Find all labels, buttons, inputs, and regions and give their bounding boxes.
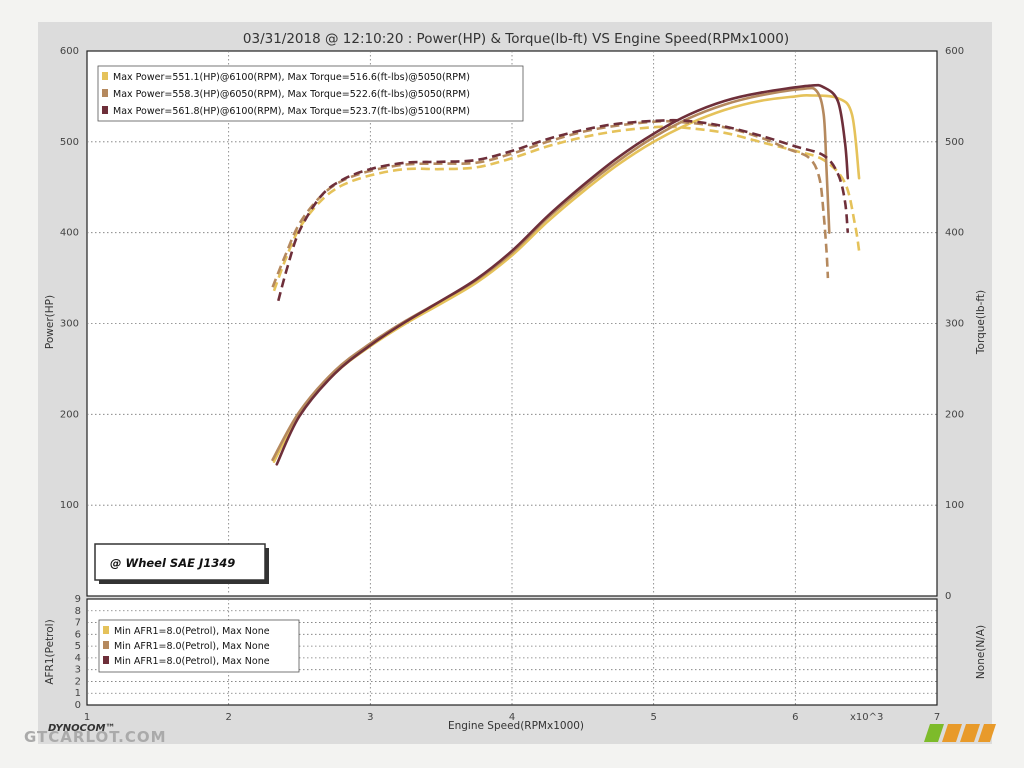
x-tick-label: 3 — [367, 712, 373, 723]
main-y-ticks-right: 0 100 200 300 400 500 600 — [945, 46, 964, 602]
main-legend: Max Power=551.1(HP)@6100(RPM), Max Torqu… — [97, 65, 524, 122]
y-tick-label-left: 500 — [60, 137, 79, 148]
afr-y-tick-label: 6 — [75, 629, 81, 640]
y-tick-label-right: 600 — [945, 46, 964, 57]
afr-grid — [87, 599, 937, 705]
legend-swatch-3 — [102, 106, 108, 114]
torque-line-series-3 — [277, 118, 850, 302]
site-logo-icon — [924, 724, 996, 742]
y-tick-label-right: 0 — [945, 591, 951, 602]
stamp-text: @ Wheel SAE J1349 — [110, 556, 235, 570]
x-tick-label: 1 — [84, 712, 90, 723]
x-tick-label: 5 — [650, 712, 656, 723]
afr-y-tick-label: 7 — [75, 618, 81, 629]
chart-title: 03/31/2018 @ 12:10:20 : Power(HP) & Torq… — [243, 31, 789, 47]
y-tick-label-left: 400 — [60, 228, 79, 239]
y-tick-label-left: 600 — [60, 46, 79, 57]
dynocom-brand: DYNOCOM™ — [48, 723, 115, 734]
y-tick-label-right: 400 — [945, 228, 964, 239]
dyno-chart: 03/31/2018 @ 12:10:20 : Power(HP) & Torq… — [44, 31, 987, 734]
afr-y-tick-label: 8 — [75, 606, 81, 617]
y-tick-label-right: 500 — [945, 137, 964, 148]
afr-y-tick-label: 2 — [75, 676, 81, 687]
afr-legend-entry-2: Min AFR1=8.0(Petrol), Max None — [114, 641, 270, 652]
afr-legend-entry-1: Min AFR1=8.0(Petrol), Max None — [114, 626, 270, 637]
x-axis-ticks: 1 2 3 4 5 6 7 — [84, 712, 940, 723]
y-axis-label-left: Power(HP) — [44, 295, 56, 349]
x-tick-label: 2 — [225, 712, 231, 723]
main-grid — [87, 51, 937, 596]
dyno-sheet: 03/31/2018 @ 12:10:20 : Power(HP) & Torq… — [38, 22, 992, 744]
y-tick-label-left: 100 — [60, 500, 79, 511]
x-axis-label: Engine Speed(RPMx1000) — [448, 720, 584, 732]
afr-legend-swatch-2 — [103, 641, 109, 649]
legend-entry-2: Max Power=558.3(HP)@6050(RPM), Max Torqu… — [113, 89, 470, 100]
sae-stamp: @ Wheel SAE J1349 — [94, 543, 269, 584]
y-axis-label-right: Torque(lb-ft) — [975, 290, 987, 355]
torque-line-series-1 — [272, 125, 861, 292]
afr-y-tick-label: 9 — [75, 594, 81, 605]
main-y-ticks-left: 100 200 300 400 500 600 — [60, 46, 79, 511]
x-tick-label: 6 — [792, 712, 798, 723]
afr-y-tick-label: 3 — [75, 665, 81, 676]
afr-legend: Min AFR1=8.0(Petrol), Max None Min AFR1=… — [98, 619, 300, 673]
afr-legend-swatch-3 — [103, 656, 109, 664]
afr-y-axis-label-left: AFR1(Petrol) — [44, 619, 56, 684]
afr-y-tick-label: 1 — [75, 688, 81, 699]
y-tick-label-left: 200 — [60, 409, 79, 420]
main-series — [271, 83, 861, 466]
x-multiplier-label: x10^3 — [850, 712, 883, 723]
y-tick-label-right: 200 — [945, 409, 964, 420]
legend-swatch-2 — [102, 89, 108, 97]
y-tick-label-left: 300 — [60, 319, 79, 330]
power-line-series-2 — [271, 86, 831, 462]
y-tick-label-right: 100 — [945, 500, 964, 511]
legend-entry-3: Max Power=561.8(HP)@6100(RPM), Max Torqu… — [113, 106, 470, 117]
afr-y-tick-label: 5 — [75, 641, 81, 652]
afr-y-tick-label: 0 — [75, 700, 81, 711]
x-tick-label: 4 — [509, 712, 515, 723]
x-tick-label: 7 — [934, 712, 940, 723]
legend-swatch-1 — [102, 72, 108, 80]
afr-y-tick-label: 4 — [75, 653, 81, 664]
afr-legend-swatch-1 — [103, 626, 109, 634]
y-tick-label-right: 300 — [945, 319, 964, 330]
afr-y-axis-label-right: None(N/A) — [975, 625, 987, 679]
afr-legend-entry-3: Min AFR1=8.0(Petrol), Max None — [114, 656, 270, 667]
legend-entry-1: Max Power=551.1(HP)@6100(RPM), Max Torqu… — [113, 72, 470, 83]
site-watermark: GTCARLOT.COM — [24, 728, 167, 746]
torque-line-series-2 — [271, 119, 830, 288]
power-line-series-3 — [275, 83, 850, 466]
